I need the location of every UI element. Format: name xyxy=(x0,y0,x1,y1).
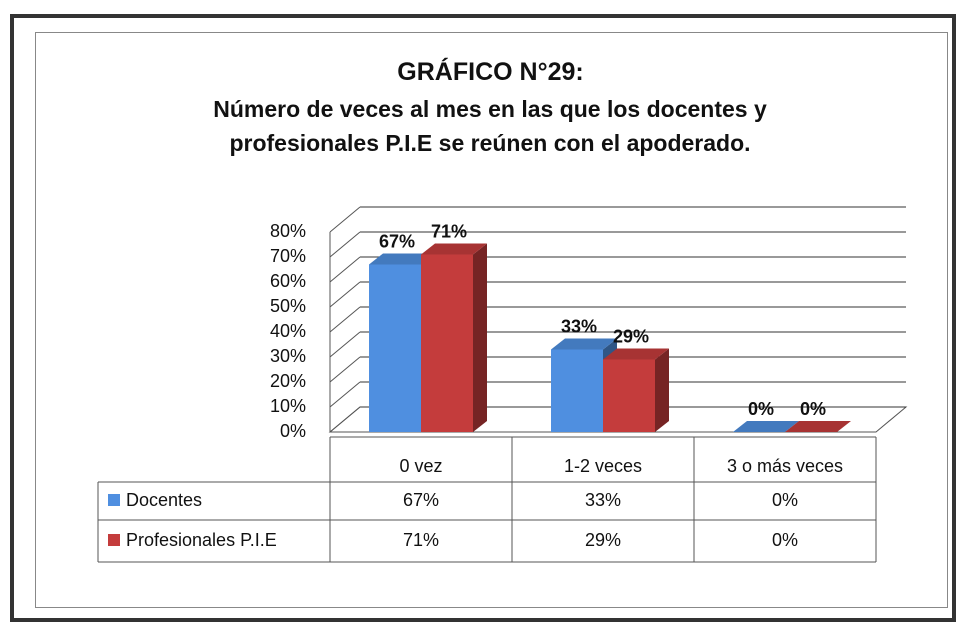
grid-line-side xyxy=(329,331,361,358)
bar-top xyxy=(733,421,799,432)
bar-top xyxy=(369,253,435,265)
y-tick-label: 30% xyxy=(270,346,306,366)
x-tick-label: 0 vez xyxy=(399,456,442,476)
grid-line-side xyxy=(329,381,361,408)
chart-subtitle: Número de veces al mes en las que los do… xyxy=(213,96,767,156)
bar-side xyxy=(473,243,487,432)
grid-line-side xyxy=(329,256,361,283)
legend-swatch xyxy=(108,494,120,506)
y-tick-label: 50% xyxy=(270,296,306,316)
bar xyxy=(421,254,473,432)
y-tick-label: 10% xyxy=(270,396,306,416)
bar xyxy=(551,349,603,432)
data-label: 33% xyxy=(561,316,597,336)
legend-label: Profesionales P.I.E xyxy=(126,530,277,550)
legend-label: Docentes xyxy=(126,490,202,510)
chart-area xyxy=(35,32,948,608)
table-cell: 29% xyxy=(585,530,621,550)
grid-line-side xyxy=(329,306,361,333)
chart-title: GRÁFICO N°29: xyxy=(397,58,584,86)
y-tick-label: 40% xyxy=(270,321,306,341)
data-label: 67% xyxy=(379,231,415,251)
y-tick-label: 70% xyxy=(270,246,306,266)
outer-frame xyxy=(10,14,956,622)
grid-line-side xyxy=(329,281,361,308)
bar-top xyxy=(421,243,487,255)
data-label: 71% xyxy=(431,221,467,241)
bar xyxy=(369,264,421,432)
y-tick-label: 80% xyxy=(270,221,306,241)
table-cell: 71% xyxy=(403,530,439,550)
bar-top xyxy=(603,348,669,360)
x-tick-label: 1-2 veces xyxy=(564,456,642,476)
table-cell: 0% xyxy=(772,490,798,510)
y-tick-label: 60% xyxy=(270,271,306,291)
grid-line-side xyxy=(329,206,361,233)
bar xyxy=(603,359,655,432)
legend-swatch xyxy=(108,534,120,546)
x-tick-label: 3 o más veces xyxy=(727,456,843,476)
bar-top xyxy=(785,421,851,432)
table-cell: 0% xyxy=(772,530,798,550)
grid-line-side xyxy=(329,406,361,433)
data-label: 0% xyxy=(800,399,826,419)
grid-line-side xyxy=(329,231,361,258)
data-label: 0% xyxy=(748,399,774,419)
bar-side xyxy=(655,348,669,432)
table-cell: 67% xyxy=(403,490,439,510)
table-cell: 33% xyxy=(585,490,621,510)
bar-top xyxy=(551,338,617,350)
y-tick-label: 20% xyxy=(270,371,306,391)
data-label: 29% xyxy=(613,326,649,346)
y-tick-label: 0% xyxy=(280,421,306,441)
grid-line-side xyxy=(329,356,361,383)
